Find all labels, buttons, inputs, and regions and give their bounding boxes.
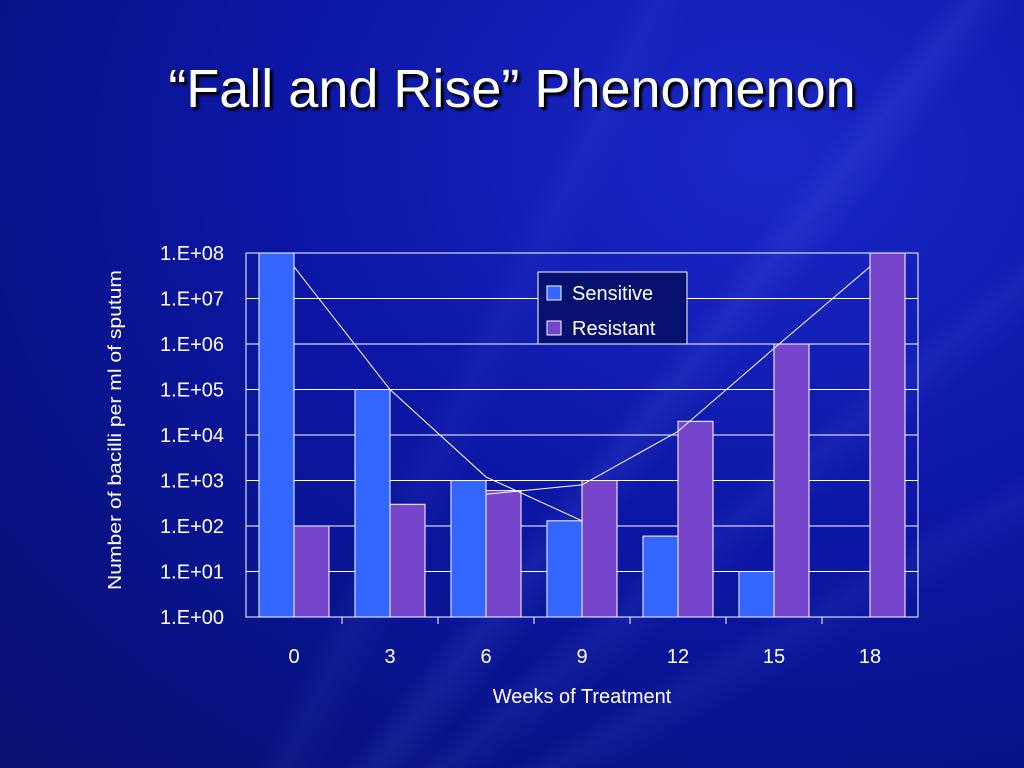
x-tick-label: 6 xyxy=(480,646,491,668)
y-tick-label: 1.E+01 xyxy=(160,562,224,584)
bar-resistant-week-18 xyxy=(869,252,906,618)
bar-sensitive-week-9 xyxy=(546,520,583,618)
bar-sensitive-week-3 xyxy=(354,389,391,618)
x-tick-label: 18 xyxy=(859,646,881,668)
y-tick-label: 1.E+08 xyxy=(160,243,224,265)
trend-line-2 xyxy=(485,266,871,495)
y-tick-label: 1.E+00 xyxy=(160,607,224,629)
bar-resistant-week-12 xyxy=(677,420,714,618)
bar-sensitive-week-6 xyxy=(450,480,487,618)
bar-sensitive-week-12 xyxy=(642,535,679,618)
y-tick-label: 1.E+03 xyxy=(160,471,224,493)
bar-resistant-week-6 xyxy=(485,490,522,618)
slide-title: “Fall and Rise” Phenomenon xyxy=(168,59,856,119)
legend-swatch-resistant xyxy=(546,320,562,336)
y-tick-label: 1.E+06 xyxy=(160,334,224,356)
bars-layer xyxy=(258,252,906,618)
x-tick-label: 0 xyxy=(288,646,299,668)
bar-resistant-week-15 xyxy=(773,343,810,618)
y-tick-label: 1.E+02 xyxy=(160,516,224,538)
x-tick-label: 12 xyxy=(667,646,689,668)
x-axis-title: Weeks of Treatment xyxy=(493,686,672,708)
legend-label-resistant: Resistant xyxy=(572,318,656,340)
y-tick-label: 1.E+05 xyxy=(160,380,224,402)
bar-resistant-week-9 xyxy=(581,480,618,618)
bar-sensitive-week-0 xyxy=(258,252,295,618)
axis-layer: 1.E+00 1.E+01 1.E+02 1.E+03 1.E+04 1.E+05 1.E+… xyxy=(160,243,881,668)
bar-resistant-week-3 xyxy=(389,503,426,618)
y-axis-title: Number of bacilli per ml of sputum xyxy=(105,270,125,590)
legend-swatch-sensitive xyxy=(546,285,562,301)
y-tick-label: 1.E+07 xyxy=(160,289,224,311)
x-tick-label: 9 xyxy=(576,646,587,668)
trend-line-1 xyxy=(293,266,583,522)
legend: Sensitive Resistant xyxy=(537,271,688,345)
bar-sensitive-week-15 xyxy=(738,571,775,618)
trend-layer xyxy=(293,266,871,522)
legend-label-sensitive: Sensitive xyxy=(572,283,653,305)
y-tick-label: 1.E+04 xyxy=(160,425,224,447)
x-tick-label: 15 xyxy=(763,646,785,668)
bar-resistant-week-0 xyxy=(293,525,330,618)
legend-box xyxy=(537,271,688,345)
x-tick-label: 3 xyxy=(384,646,395,668)
